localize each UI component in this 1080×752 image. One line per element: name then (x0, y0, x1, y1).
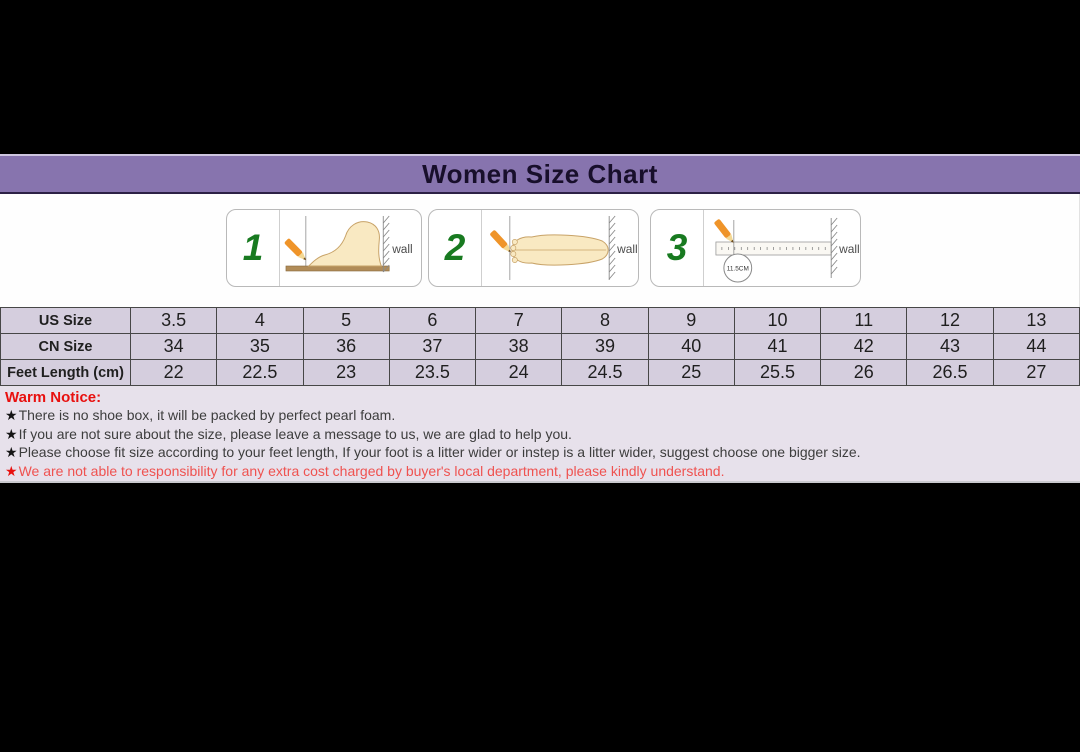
table-cell: 44 (992, 333, 1080, 360)
table-cell: 23 (302, 359, 390, 386)
step-1-number: 1 (227, 210, 280, 286)
table-cell: 26 (820, 359, 908, 386)
table-cell: 12 (906, 307, 994, 334)
notice-item: ★If you are not sure about the size, ple… (5, 425, 1075, 444)
table-cell: 7 (475, 307, 563, 334)
table-cell: 6 (388, 307, 477, 334)
row-header: Feet Length (cm) (0, 359, 131, 386)
pencil-icon (284, 238, 307, 261)
table-cell: 43 (906, 333, 994, 360)
notice-text: If you are not sure about the size, plea… (18, 425, 572, 442)
star-icon: ★ (5, 407, 18, 423)
table-cell: 27 (992, 359, 1080, 386)
table-cell: 3.5 (129, 307, 218, 334)
ruler-ticks (721, 247, 826, 250)
wall-label: wall (616, 242, 638, 256)
star-icon: ★ (5, 444, 18, 460)
star-icon: ★ (5, 425, 18, 442)
foot-top-view-svg: wall (490, 215, 638, 280)
foot-side-view-illustration: wall (280, 210, 421, 286)
notice-item-warning: ★We are not able to responsibility for a… (5, 462, 1075, 481)
table-cell: 25 (647, 359, 735, 386)
table-cell: 36 (302, 333, 390, 360)
wall-label: wall (391, 242, 413, 256)
table-cell: 37 (388, 333, 477, 360)
table-cell: 23.5 (388, 359, 477, 386)
size-chart-content: Women Size Chart 1 (0, 154, 1080, 483)
notice-item: ★Please choose fit size according to you… (5, 443, 1075, 462)
notice-text: There is no shoe box, it will be packed … (18, 407, 396, 423)
pencil-icon (490, 230, 511, 253)
table-cell: 34 (129, 333, 218, 360)
table-cell: 24 (475, 359, 563, 386)
table-cell: 22.5 (216, 359, 304, 386)
size-table: US Size 3.5 4 5 6 7 8 9 10 11 12 13 CN S… (0, 307, 1080, 386)
table-cell: 42 (820, 333, 908, 360)
table-cell: 4 (216, 307, 304, 334)
wall-hatching (382, 215, 390, 273)
ruler-measure-illustration: 11.5CM wall (704, 210, 860, 286)
table-cell: 25.5 (733, 359, 822, 386)
table-cell: 24.5 (561, 359, 649, 386)
table-cell: 9 (647, 307, 735, 334)
table-cell: 40 (647, 333, 735, 360)
measuring-board (285, 265, 390, 272)
row-header: US Size (0, 307, 131, 334)
wall-hatching (830, 217, 838, 278)
page-title: Women Size Chart (422, 158, 658, 189)
warm-notice: Warm Notice: ★There is no shoe box, it w… (0, 386, 1080, 483)
table-cell: 41 (733, 333, 822, 360)
warm-notice-heading: Warm Notice: (5, 389, 102, 406)
measure-instructions: 1 (0, 194, 1080, 307)
table-cell: 11 (820, 307, 908, 334)
table-cell: 8 (561, 307, 649, 334)
table-cell: 35 (216, 333, 304, 360)
measurement-callout-circle (723, 253, 753, 283)
table-row-us-size: US Size 3.5 4 5 6 7 8 9 10 11 12 13 (0, 307, 1080, 334)
star-icon: ★ (5, 462, 18, 479)
measure-step-3: 3 (650, 209, 861, 287)
measurement-value-label: 11.5CM (727, 265, 749, 272)
notice-text: Please choose fit size according to your… (18, 444, 861, 460)
measure-step-2: 2 (428, 209, 639, 287)
title-bar: Women Size Chart (0, 154, 1080, 194)
table-cell: 22 (129, 359, 218, 386)
step-3-number: 3 (651, 210, 704, 286)
table-row-feet-length: Feet Length (cm) 22 22.5 23 23.5 24 24.5… (0, 359, 1080, 386)
foot-side-view-svg: wall (284, 215, 413, 273)
table-cell: 38 (475, 333, 563, 360)
table-cell: 5 (302, 307, 390, 334)
notice-item: ★There is no shoe box, it will be packed… (5, 406, 1075, 425)
pencil-icon (714, 219, 734, 243)
measure-step-1: 1 (226, 209, 422, 287)
table-cell: 10 (733, 307, 822, 334)
foot-side-shape (307, 221, 382, 267)
foot-top-view-illustration: wall (482, 210, 638, 286)
step-2-number: 2 (429, 210, 482, 286)
ruler-measure-svg: 11.5CM wall (714, 217, 860, 283)
table-cell: 26.5 (906, 359, 994, 386)
table-row-cn-size: CN Size 34 35 36 37 38 39 40 41 42 43 44 (0, 333, 1080, 360)
wall-label: wall (838, 242, 860, 256)
table-cell: 39 (561, 333, 649, 360)
row-header: CN Size (0, 333, 131, 360)
table-cell: 13 (992, 307, 1080, 334)
wall-hatching (608, 215, 616, 280)
notice-text: We are not able to responsibility for an… (18, 462, 725, 479)
